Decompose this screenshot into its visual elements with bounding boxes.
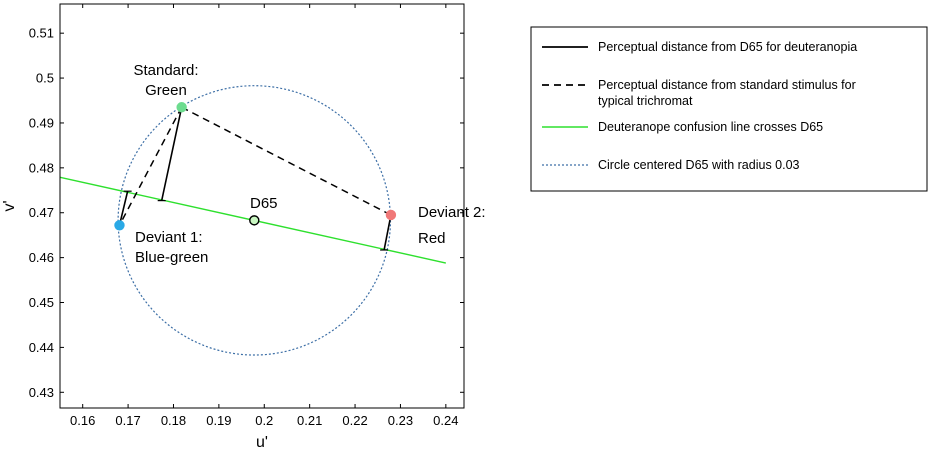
annotation-layer: Standard: Green Deviant 1: Blue-green Devian… bbox=[133, 62, 485, 266]
x-tick-label-7: 0.22 bbox=[342, 413, 367, 428]
legend-label-2-2: typical trichromat bbox=[598, 94, 693, 108]
x-tick-label-2: 0.17 bbox=[115, 413, 140, 428]
y-axis-label: v' bbox=[1, 200, 18, 211]
x-tick-label-8: 0.23 bbox=[388, 413, 413, 428]
legend-label-4-1: Circle centered D65 with radius 0.03 bbox=[598, 158, 800, 172]
plot-background bbox=[60, 4, 464, 408]
legend: Perceptual distance from D65 for deutera… bbox=[530, 26, 928, 192]
point-deviant2 bbox=[385, 209, 397, 221]
legend-label-2-1: Perceptual distance from standard stimul… bbox=[598, 78, 856, 92]
x-tick-label-6: 0.21 bbox=[297, 413, 322, 428]
point-label-d65-1: D65 bbox=[250, 195, 278, 212]
point-label-deviant1-1: Deviant 1: bbox=[135, 229, 203, 246]
x-tick-label-1: 0.16 bbox=[70, 413, 95, 428]
y-tick-label-2: 0.44 bbox=[29, 340, 54, 355]
x-tick-label-9: 0.24 bbox=[433, 413, 458, 428]
point-label-deviant2-2: Red bbox=[418, 230, 446, 247]
dashed-segment-2 bbox=[181, 106, 392, 216]
dashed-segment-1 bbox=[118, 106, 183, 226]
y-tick-label-9: 0.51 bbox=[29, 26, 54, 41]
x-tick-label-3: 0.18 bbox=[161, 413, 186, 428]
solid-segment-3 bbox=[383, 214, 392, 251]
x-tick-label-4: 0.19 bbox=[206, 413, 231, 428]
plot-content bbox=[60, 85, 446, 356]
y-tick-label-4: 0.46 bbox=[29, 250, 54, 265]
point-label-standard-2: Green bbox=[145, 82, 187, 99]
legend-label-1-1: Perceptual distance from D65 for deutera… bbox=[598, 40, 857, 54]
legend-box bbox=[530, 26, 928, 192]
solid-segment-1 bbox=[160, 107, 183, 201]
plot-frame bbox=[59, 3, 465, 409]
y-tick-label-7: 0.49 bbox=[29, 115, 54, 130]
y-tick-label-5: 0.47 bbox=[29, 205, 54, 220]
legend-label-3-1: Deuteranope confusion line crosses D65 bbox=[598, 120, 823, 134]
x-axis-label: u' bbox=[256, 434, 268, 451]
solid-segment-2 bbox=[118, 191, 129, 226]
y-tick-label-8: 0.5 bbox=[36, 71, 54, 86]
point-label-standard-1: Standard: bbox=[133, 62, 198, 79]
y-tick-label-6: 0.48 bbox=[29, 160, 54, 175]
point-label-deviant2-1: Deviant 2: bbox=[418, 204, 486, 221]
point-standard bbox=[176, 102, 187, 113]
y-tick-label-3: 0.45 bbox=[29, 295, 54, 310]
x-tick-label-5: 0.2 bbox=[255, 413, 273, 428]
point-label-deviant1-2: Blue-green bbox=[135, 249, 208, 266]
axes-layer: 0.16 0.17 0.18 0.19 0.2 0.21 0.22 0.23 0.24 0.43 0… bbox=[1, 3, 465, 451]
point-deviant1 bbox=[114, 220, 125, 231]
y-tick-label-1: 0.43 bbox=[29, 385, 54, 400]
point-d65 bbox=[249, 215, 260, 226]
